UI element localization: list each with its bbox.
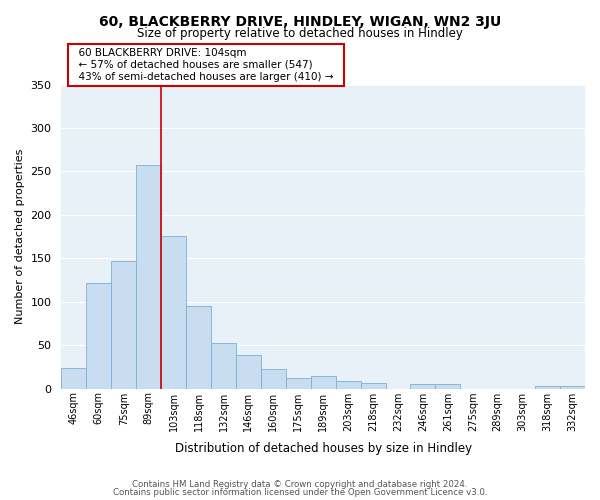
Bar: [86, 282, 111, 389]
Y-axis label: Number of detached properties: Number of detached properties: [15, 149, 25, 324]
X-axis label: Distribution of detached houses by size in Hindley: Distribution of detached houses by size …: [175, 442, 472, 455]
Bar: [560, 386, 585, 388]
Bar: [61, 368, 86, 388]
Bar: [410, 384, 436, 388]
Bar: [311, 376, 335, 388]
Bar: [335, 381, 361, 388]
Bar: [535, 386, 560, 388]
Bar: [136, 166, 161, 388]
Bar: [436, 384, 460, 388]
Text: Contains public sector information licensed under the Open Government Licence v3: Contains public sector information licen…: [113, 488, 487, 497]
Text: 60 BLACKBERRY DRIVE: 104sqm
  ← 57% of detached houses are smaller (547)
  43% o: 60 BLACKBERRY DRIVE: 104sqm ← 57% of det…: [72, 48, 340, 82]
Text: 60, BLACKBERRY DRIVE, HINDLEY, WIGAN, WN2 3JU: 60, BLACKBERRY DRIVE, HINDLEY, WIGAN, WN…: [99, 15, 501, 29]
Bar: [161, 236, 186, 388]
Bar: [186, 306, 211, 388]
Bar: [261, 370, 286, 388]
Bar: [286, 378, 311, 388]
Bar: [361, 384, 386, 388]
Bar: [211, 342, 236, 388]
Bar: [111, 261, 136, 388]
Text: Contains HM Land Registry data © Crown copyright and database right 2024.: Contains HM Land Registry data © Crown c…: [132, 480, 468, 489]
Text: Size of property relative to detached houses in Hindley: Size of property relative to detached ho…: [137, 28, 463, 40]
Bar: [236, 354, 261, 388]
